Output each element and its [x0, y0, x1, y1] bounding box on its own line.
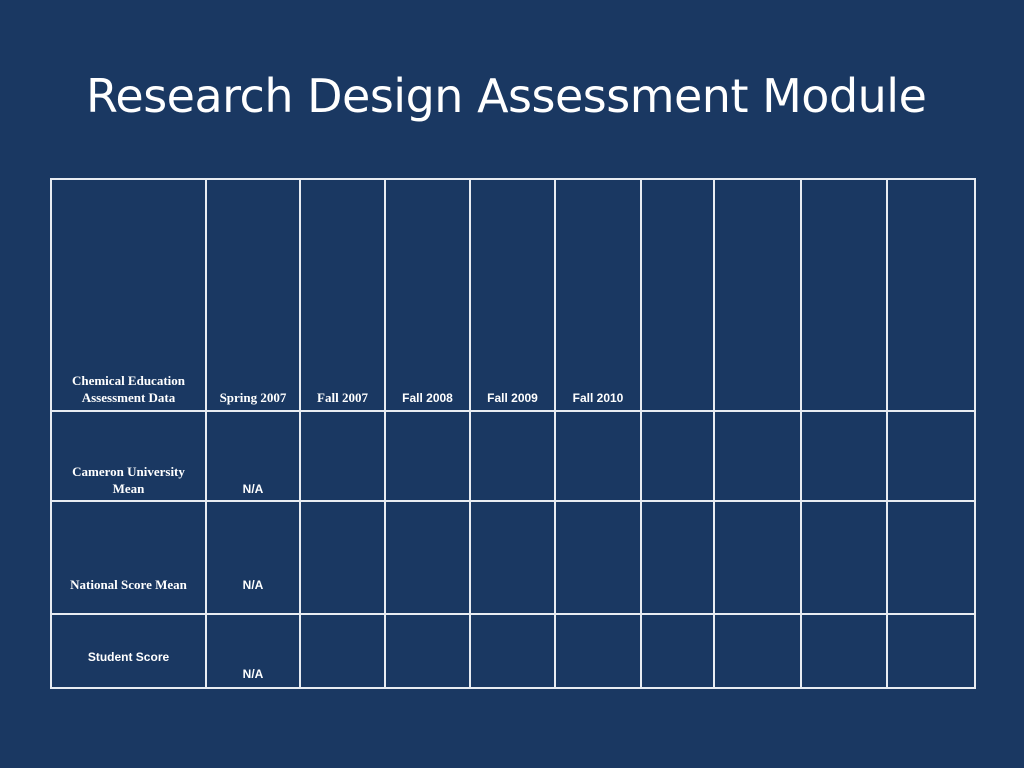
table-cell	[640, 410, 715, 502]
table-row: Cameron University Mean N/A	[50, 410, 976, 502]
table-cell	[713, 500, 802, 615]
table-row: Student Score N/A	[50, 613, 976, 689]
column-header: Fall 2008	[384, 178, 471, 412]
table-cell	[640, 500, 715, 615]
table-cell	[469, 613, 556, 689]
header-row-label: Chemical Education Assessment Data	[50, 178, 207, 412]
table-cell: N/A	[205, 410, 301, 502]
table-cell	[640, 613, 715, 689]
column-header	[800, 178, 888, 412]
table-cell	[800, 410, 888, 502]
table-cell: N/A	[205, 500, 301, 615]
table-cell	[713, 613, 802, 689]
column-header: Fall 2007	[299, 178, 386, 412]
slide-title: Research Design Assessment Module	[86, 69, 927, 123]
column-header: Fall 2010	[554, 178, 642, 412]
table-cell	[554, 613, 642, 689]
row-label: Cameron University Mean	[50, 410, 207, 502]
table-cell	[299, 500, 386, 615]
column-header	[886, 178, 976, 412]
column-header	[640, 178, 715, 412]
table-cell	[384, 500, 471, 615]
table-cell	[384, 410, 471, 502]
table-cell	[554, 500, 642, 615]
column-header: Fall 2009	[469, 178, 556, 412]
table-cell	[886, 410, 976, 502]
table-cell	[886, 500, 976, 615]
table-cell	[299, 613, 386, 689]
table-cell	[299, 410, 386, 502]
row-label: National Score Mean	[50, 500, 207, 615]
column-header	[713, 178, 802, 412]
table-cell	[384, 613, 471, 689]
table-cell	[800, 500, 888, 615]
table-cell	[886, 613, 976, 689]
table-row: National Score Mean N/A	[50, 500, 976, 615]
column-header: Spring 2007	[205, 178, 301, 412]
table-cell	[469, 500, 556, 615]
table-cell	[800, 613, 888, 689]
assessment-data-table: Chemical Education Assessment Data Sprin…	[50, 178, 976, 689]
table-cell	[554, 410, 642, 502]
table-header-row: Chemical Education Assessment Data Sprin…	[50, 178, 976, 412]
row-label: Student Score	[50, 613, 207, 689]
table-cell	[713, 410, 802, 502]
table-cell	[469, 410, 556, 502]
table-cell: N/A	[205, 613, 301, 689]
